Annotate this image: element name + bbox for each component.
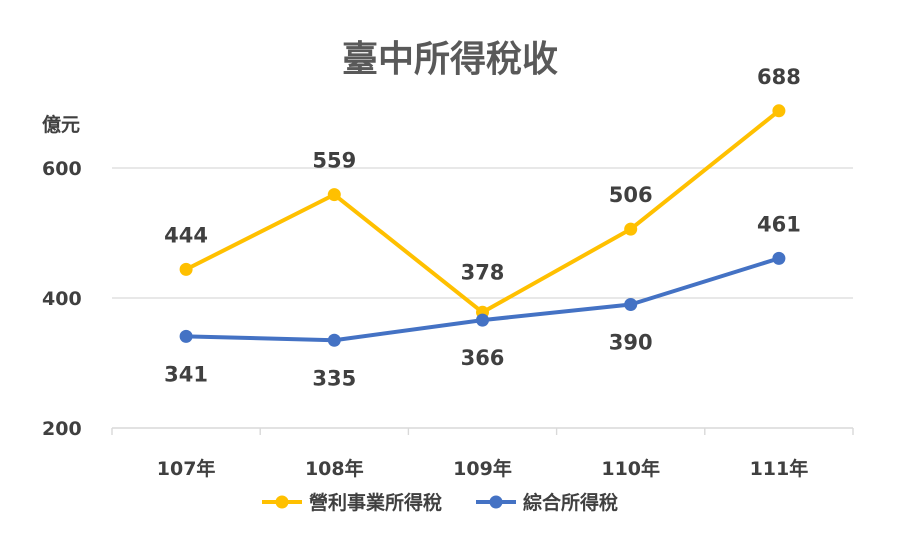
legend-marker-0 [275, 495, 289, 509]
y-tick-label: 600 [42, 158, 82, 180]
data-label: 341 [164, 362, 208, 386]
y-tick-label: 400 [42, 288, 82, 310]
data-point [624, 298, 638, 311]
data-point [624, 222, 638, 236]
y-axis-label: 億元 [42, 113, 80, 136]
data-label: 390 [609, 331, 653, 355]
x-tick-label: 107年 [157, 457, 216, 480]
data-point [179, 262, 193, 276]
data-point [179, 329, 193, 343]
data-label: 444 [164, 223, 208, 247]
data-label: 378 [461, 260, 505, 284]
data-label: 688 [757, 65, 801, 89]
data-point [772, 104, 786, 118]
data-label: 559 [312, 149, 356, 173]
x-tick-label: 108年 [305, 457, 364, 480]
x-tick-label: 111年 [750, 457, 809, 480]
data-point [327, 188, 341, 202]
data-point [327, 333, 341, 347]
data-label: 461 [757, 212, 801, 236]
legend-marker-1 [489, 495, 503, 509]
y-tick-label: 200 [42, 418, 82, 440]
data-point [772, 251, 786, 265]
legend-label-0: 營利事業所得稅 [309, 491, 442, 514]
data-label: 506 [609, 183, 653, 207]
data-label: 366 [461, 346, 505, 370]
x-tick-label: 110年 [601, 457, 660, 480]
legend-label-1: 綜合所得稅 [523, 491, 618, 514]
data-point [476, 313, 489, 327]
data-label: 335 [312, 366, 356, 390]
chart-title: 臺中所得稅收 [341, 39, 558, 80]
x-tick-label: 109年 [453, 457, 512, 480]
